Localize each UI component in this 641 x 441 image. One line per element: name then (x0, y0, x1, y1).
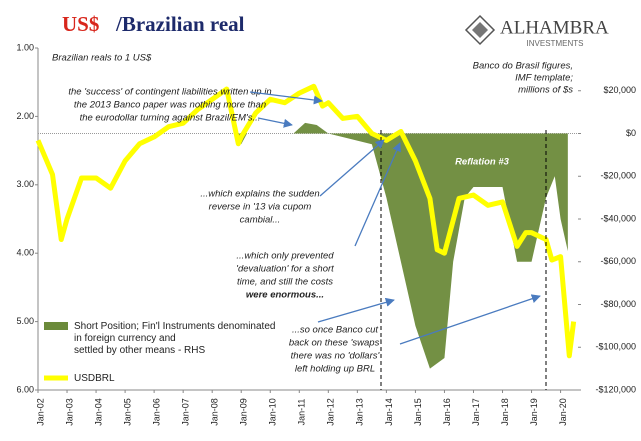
legend-line: settled by other means - RHS (74, 345, 205, 356)
legend-line: in foreign currency and (74, 333, 176, 344)
logo-name: ALHAMBRA (500, 17, 609, 38)
legend-label: USDBRL (74, 373, 115, 384)
annotation: back on these 'swaps' (289, 338, 383, 349)
x-tick-label: Jan-14 (384, 398, 394, 426)
legend-swatch (44, 322, 68, 330)
y-tick-label: 6.00 (16, 384, 34, 394)
x-tick-label: Jan-04 (93, 398, 103, 426)
y2-tick-label: -$40,000 (600, 213, 636, 223)
logo-sub: INVESTMENTS (527, 39, 584, 48)
legend-line: Short Position; Fin'l Instruments denomi… (74, 321, 275, 332)
y2-tick-label: -$80,000 (600, 299, 636, 309)
y-tick-label: 1.00 (16, 42, 34, 52)
y-tick-label: 5.00 (16, 316, 34, 326)
y2-tick-label: -$100,000 (595, 342, 636, 352)
arrow (399, 294, 541, 345)
annotation: reverse in '13 via cupom (209, 202, 312, 213)
x-tick-label: Jan-10 (268, 398, 278, 426)
y-tick-label: 3.00 (16, 179, 34, 189)
subtitle: Brazilian reals to 1 US$ (52, 53, 152, 64)
line (35, 83, 577, 359)
x-tick-label: Jan-02 (35, 398, 45, 426)
logo: ALHAMBRA INVESTMENTS (464, 14, 609, 48)
y-tick-label: 4.00 (16, 248, 34, 258)
plot (35, 47, 581, 393)
x-tick-label: Jan-06 (152, 398, 162, 426)
annotation: the eurodollar turning against Brazil/EM… (80, 113, 261, 124)
arrow (354, 142, 401, 247)
annotation: were enormous... (246, 290, 324, 301)
title-prefix: US$ (62, 12, 99, 36)
annotation: time, and still the costs (237, 277, 333, 288)
x-tick-label: Jan-11 (297, 399, 307, 426)
y2-tick-label: -$60,000 (600, 256, 636, 266)
annotation: ...so once Banco cut (292, 325, 378, 336)
annotation: left holding up BRL (295, 364, 375, 375)
x-tick-label: Jan-07 (181, 398, 191, 426)
area (38, 122, 568, 369)
arrow (319, 139, 385, 197)
x-tick-label: Jan-13 (355, 398, 365, 426)
y2-tick-label: -$120,000 (595, 384, 636, 394)
arrow (317, 297, 395, 323)
y2-tick-label: $0 (626, 128, 636, 138)
annotation: ...which only prevented (236, 251, 334, 262)
x-tick-label: Jan-16 (442, 398, 452, 426)
x-tick-label: Jan-05 (122, 398, 132, 426)
x-tick-label: Jan-20 (558, 398, 568, 426)
chart-title: /Brazilian real (115, 12, 245, 36)
legend-label: Short Position; Fin'l Instruments denomi… (74, 321, 275, 356)
x-tick-label: Jan-19 (529, 398, 539, 426)
x-tick-label: Jan-18 (500, 398, 510, 426)
arrow (257, 117, 293, 128)
x-tick-label: Jan-17 (471, 398, 481, 426)
logo-inner (472, 22, 488, 38)
annotation: ...which explains the sudden (200, 189, 319, 200)
x-tick-label: Jan-15 (413, 398, 423, 426)
annotation: there was no 'dollars' (291, 351, 381, 362)
x-tick-label: Jan-03 (64, 398, 74, 426)
annotation: the 'success' of contingent liabilities … (68, 87, 271, 98)
annotation: cambial... (240, 215, 281, 226)
annotation: the 2013 Banco paper was nothing more th… (74, 100, 266, 111)
x-tick-label: Jan-09 (239, 398, 249, 426)
legend-line: USDBRL (74, 373, 115, 384)
annotation: 'devaluation' for a short (236, 264, 334, 275)
annotation: Reflation #3 (455, 157, 510, 168)
axis-label: IMF template; (515, 73, 573, 84)
arrow (249, 91, 323, 105)
logo-diamond (464, 14, 496, 46)
axis-label: Banco do Brasil figures, (473, 61, 573, 72)
axis-label: millions of $s (518, 85, 573, 96)
y2-tick-label: $20,000 (603, 85, 636, 95)
x-tick-label: Jan-12 (326, 398, 336, 426)
x-tick-label: Jan-08 (210, 398, 220, 426)
y2-tick-label: -$20,000 (600, 171, 636, 181)
y-tick-label: 2.00 (16, 111, 34, 121)
